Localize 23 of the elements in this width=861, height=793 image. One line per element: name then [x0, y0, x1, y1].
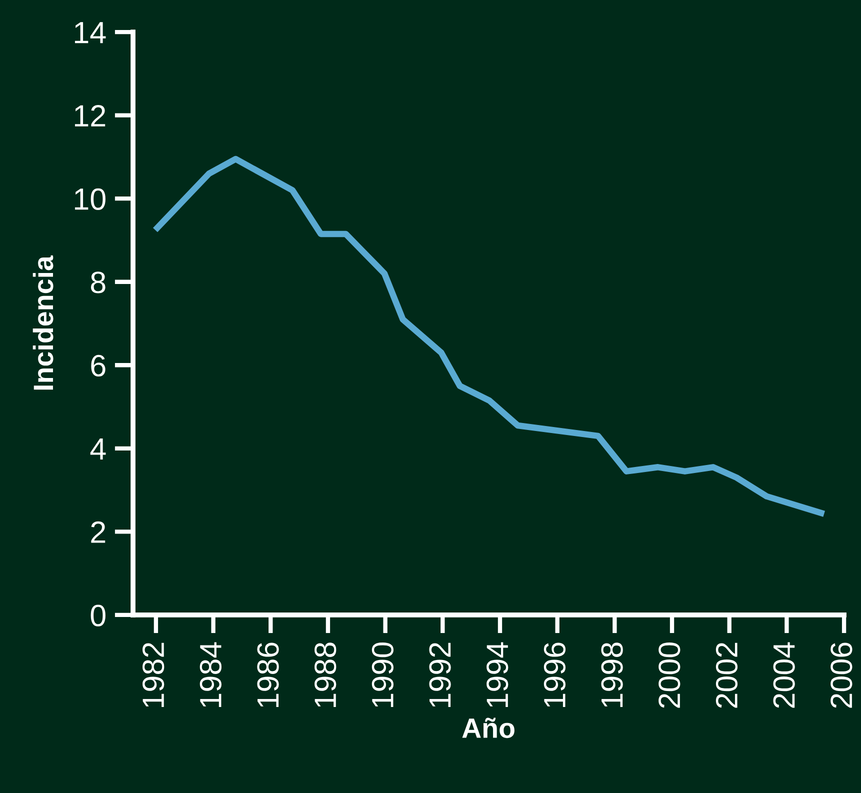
- y-tick-label: 14: [74, 22, 106, 44]
- y-tick-label: 12: [74, 105, 106, 126]
- y-tick-label: 2: [91, 521, 106, 543]
- x-tick-label: 2002: [716, 642, 738, 708]
- y-tick-label: 4: [90, 438, 106, 460]
- x-tick-label: 1982: [142, 642, 164, 707]
- x-tick-label: 1992: [429, 642, 451, 707]
- x-tick-label: 1990: [372, 642, 394, 707]
- y-tick-label: 6: [91, 354, 106, 377]
- x-tick-label: 1986: [257, 642, 279, 707]
- y-tick-label: 10: [74, 188, 106, 210]
- x-tick-label: 1984: [200, 642, 222, 707]
- x-tick-label: 2004: [773, 642, 795, 708]
- x-tick-label: 1988: [314, 642, 336, 707]
- x-tick-label: 2006: [830, 642, 852, 708]
- x-tick-label: 2000: [658, 642, 680, 708]
- y-axis-title: Incidencia: [32, 255, 54, 390]
- x-tick-label: 1996: [544, 642, 566, 707]
- y-tick-label: 8: [90, 272, 106, 294]
- x-axis-title: Año: [462, 718, 514, 738]
- x-tick-label: 1998: [601, 642, 623, 707]
- y-tick-label: 0: [90, 604, 106, 626]
- x-tick-label: 1994: [486, 642, 508, 707]
